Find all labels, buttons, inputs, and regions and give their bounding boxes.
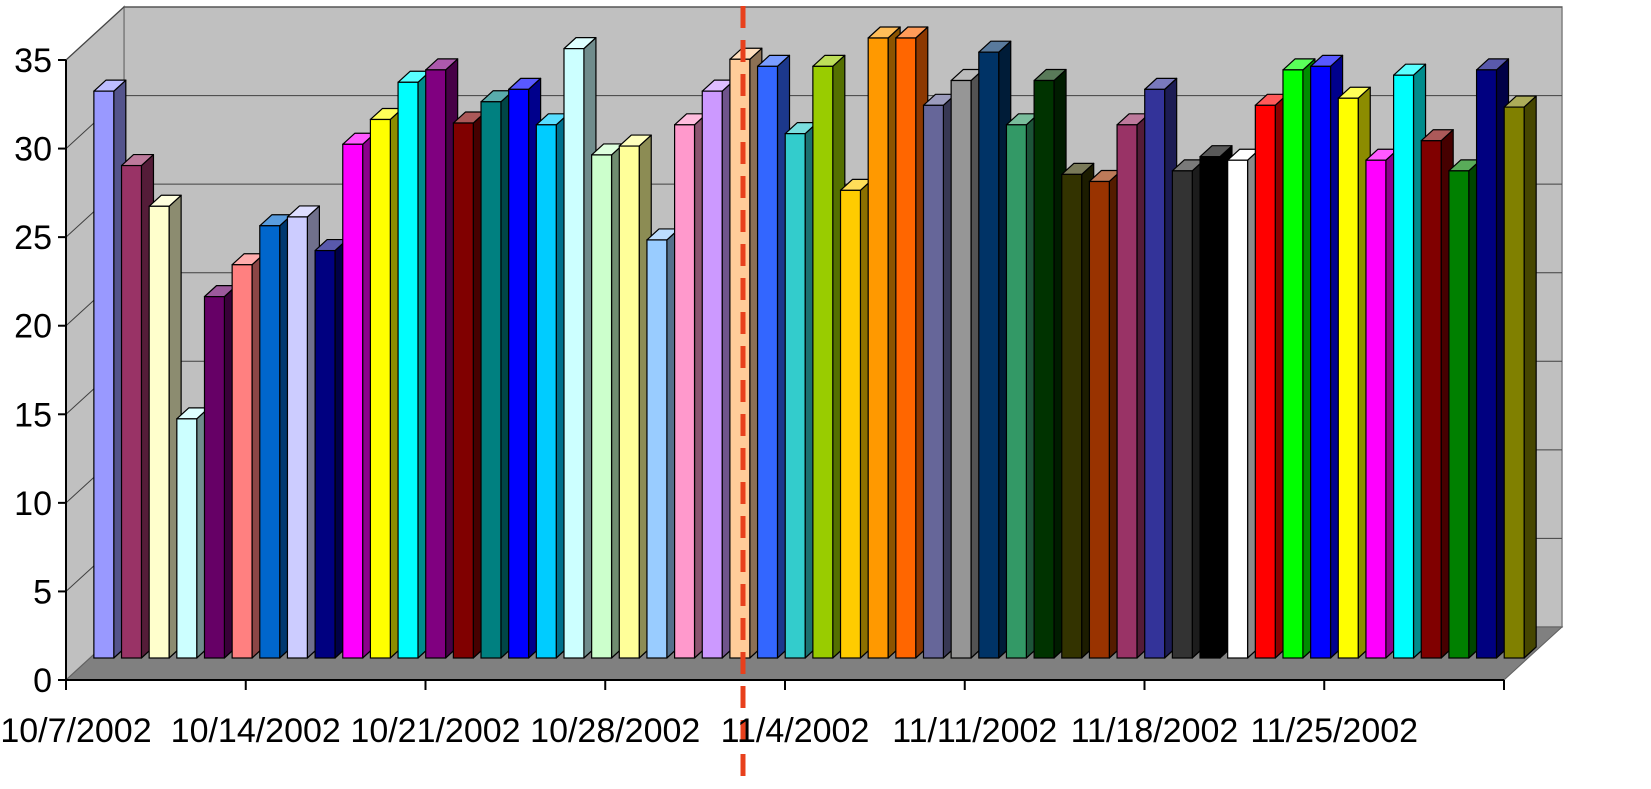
bar-front — [784, 133, 806, 659]
y-tick-label: 30 — [14, 131, 52, 169]
x-tick-label: 11/18/2002 — [1071, 712, 1239, 750]
bar-front — [508, 88, 530, 659]
bar-front — [812, 65, 834, 659]
bar-front — [1282, 69, 1304, 659]
bar-front — [369, 118, 391, 659]
x-tick-label: 11/25/2002 — [1250, 712, 1418, 750]
y-tick-label: 20 — [14, 308, 52, 346]
x-tick-label: 10/14/2002 — [171, 712, 341, 750]
bar — [1503, 95, 1537, 659]
bar-front — [1005, 124, 1027, 659]
bar-front — [591, 154, 613, 659]
y-tick-label: 15 — [14, 396, 52, 434]
x-tick-label: 11/11/2002 — [892, 712, 1057, 750]
bar-front — [618, 145, 640, 659]
bars — [93, 26, 1537, 659]
bar-front — [563, 48, 585, 659]
bar-front — [895, 37, 917, 659]
bar-front — [922, 104, 944, 659]
y-tick-label: 0 — [33, 662, 52, 700]
x-tick-label: 10/7/2002 — [0, 712, 151, 750]
bar-front — [1254, 104, 1276, 659]
bar-front — [1199, 156, 1221, 659]
bar-front — [756, 65, 779, 659]
bar — [148, 194, 182, 659]
bar-front — [203, 296, 225, 659]
bar-front — [1088, 180, 1110, 659]
bar-front — [93, 90, 115, 659]
bar-front — [867, 37, 889, 659]
bar-front — [286, 216, 308, 659]
bar-front — [729, 58, 751, 659]
bar-front — [342, 143, 364, 659]
y-tick-label: 10 — [14, 485, 52, 523]
x-tick-label: 10/28/2002 — [530, 712, 700, 750]
bar-front — [1337, 97, 1359, 659]
bar-front — [1475, 69, 1498, 659]
bar-front — [535, 124, 557, 659]
x-tick-label: 11/4/2002 — [721, 712, 870, 750]
bar-front — [950, 79, 972, 659]
bar-front — [978, 51, 1000, 659]
bar-front — [176, 418, 198, 659]
bar-front — [646, 239, 668, 659]
bar-front — [314, 249, 336, 659]
bar-front — [1144, 88, 1166, 659]
bar-front — [1365, 159, 1387, 659]
bar-front — [674, 124, 696, 659]
bar-front — [452, 122, 474, 659]
bar-front — [1393, 74, 1415, 659]
axes: 0 5 10 15 20 25 30 35 10/7/2002 10/14/2002 10/21/2… — [0, 42, 1505, 750]
bar-side — [1523, 95, 1537, 659]
bar-front — [120, 164, 143, 659]
bar-front — [480, 101, 502, 659]
bar-front — [425, 69, 447, 659]
bar-front — [1310, 65, 1332, 659]
bar-front — [231, 264, 253, 659]
bar-front — [1227, 159, 1249, 659]
bar-front — [1171, 170, 1193, 659]
bar-front — [148, 205, 170, 659]
bar-front — [1420, 140, 1442, 659]
y-tick-label: 35 — [14, 42, 52, 80]
bar-front — [1033, 79, 1055, 659]
bar-front — [1448, 170, 1470, 659]
y-tick-label: 25 — [14, 219, 52, 257]
bar-front — [1061, 173, 1083, 659]
bar-front — [701, 90, 723, 659]
bar-front — [839, 189, 862, 659]
bar-front — [1116, 124, 1138, 659]
x-tick-label: 10/21/2002 — [350, 712, 520, 750]
gridline — [65, 6, 1562, 61]
bar-front — [397, 81, 419, 659]
bar-front — [1503, 106, 1525, 659]
bar-front — [259, 225, 281, 659]
y-tick-label: 5 — [33, 573, 52, 611]
